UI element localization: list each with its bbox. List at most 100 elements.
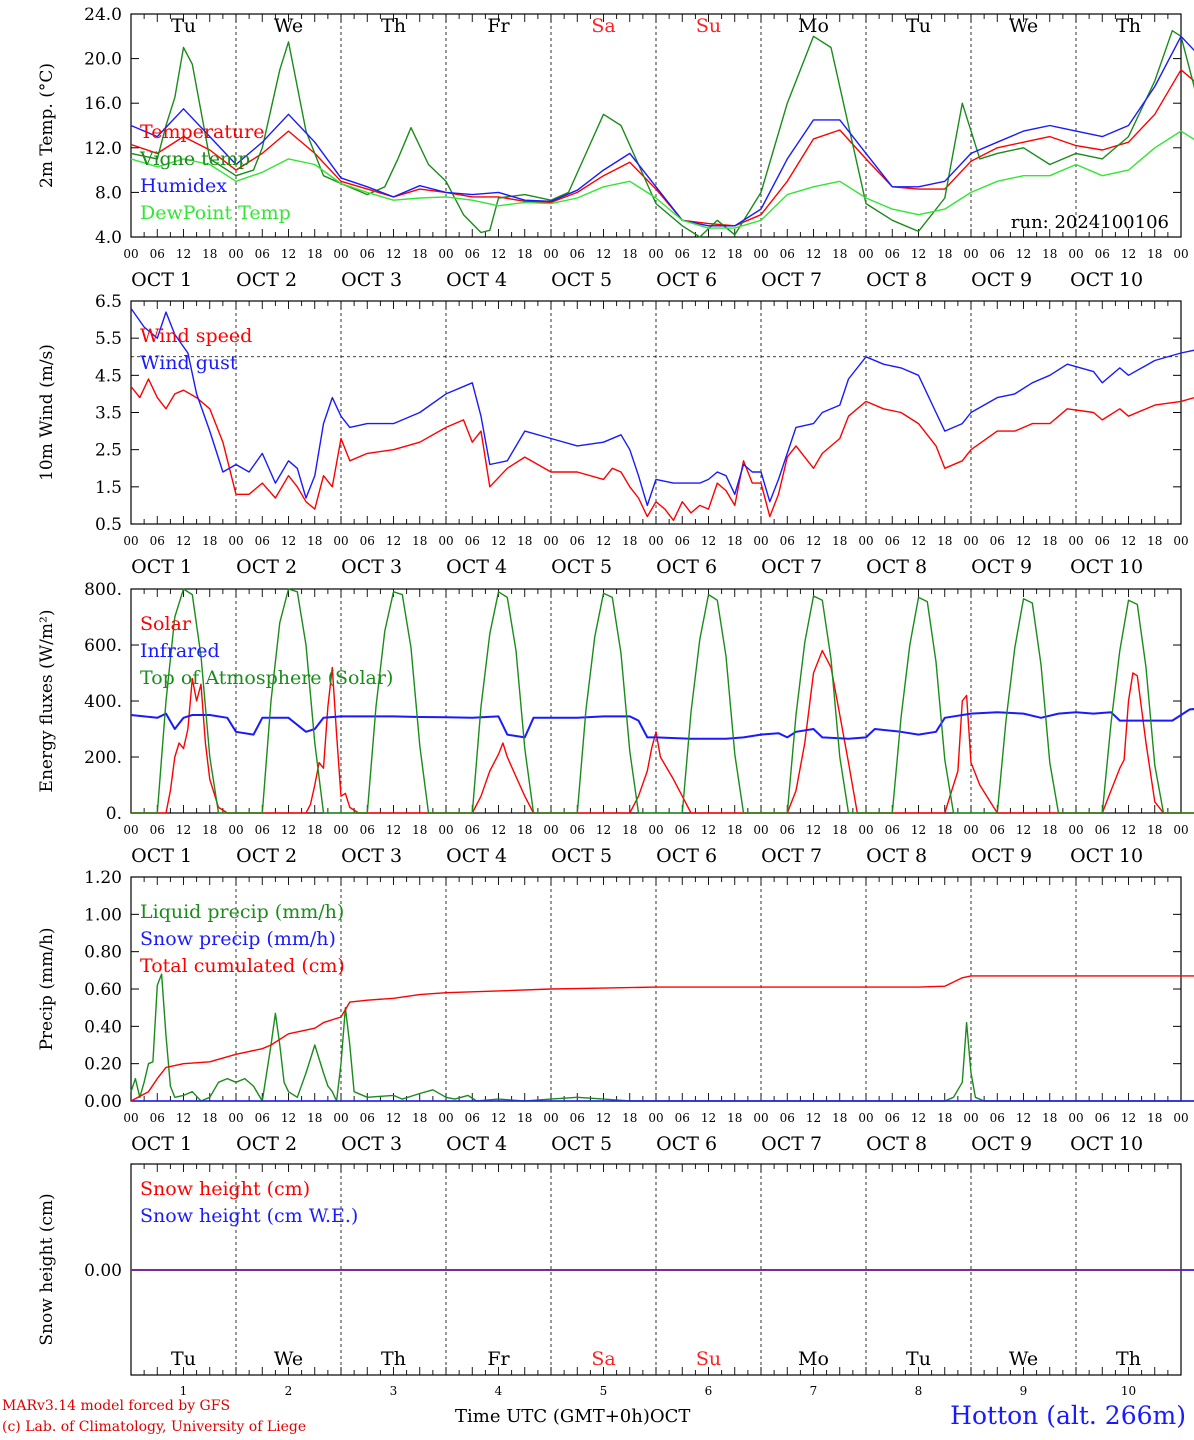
wind-hour-label: 18 (622, 534, 637, 548)
temperature-hour-label: 06 (1095, 247, 1110, 261)
wind-ytick-label: 5.5 (95, 329, 122, 349)
day-number-label: 6 (705, 1384, 713, 1398)
energy-hour-label: 06 (360, 823, 375, 837)
temperature-legend-entry: DewPoint Temp (140, 202, 291, 224)
temperature-hour-label: 18 (307, 247, 322, 261)
energy-hour-label: 12 (596, 823, 611, 837)
energy-hour-label: 00 (1173, 823, 1188, 837)
wind-hour-label: 12 (281, 534, 296, 548)
energy-date-label: OCT 9 (971, 845, 1032, 867)
energy-date-label: OCT 7 (761, 845, 822, 867)
wind-series-line (130, 378, 1194, 521)
precip-date-label: OCT 7 (761, 1133, 822, 1155)
precip-ytick-label: 0.00 (84, 1092, 122, 1112)
temperature-date-label: OCT 9 (971, 269, 1032, 291)
lab-credit-line: (c) Lab. of Climatology, University of L… (2, 1419, 307, 1435)
weekday-label: Mo (798, 15, 829, 37)
precip-date-label: OCT 5 (551, 1133, 612, 1155)
energy-ytick-label: 0. (106, 804, 122, 824)
temperature-ytick-label: 24.0 (84, 5, 122, 25)
wind-hour-label: 00 (1068, 534, 1083, 548)
weekday-label: We (274, 15, 303, 37)
wind-hour-label: 12 (491, 534, 506, 548)
wind-hour-label: 00 (438, 534, 453, 548)
temperature-hour-label: 06 (465, 247, 480, 261)
precip-date-label: OCT 8 (866, 1133, 927, 1155)
wind-date-label: OCT 8 (866, 556, 927, 578)
temperature-hour-label: 18 (832, 247, 847, 261)
wind-ytick-label: 2.5 (95, 441, 122, 461)
wind-hour-label: 00 (858, 534, 873, 548)
temperature-hour-label: 06 (885, 247, 900, 261)
weekday-label-bottom: Mo (798, 1348, 829, 1370)
month-label: OCT (649, 1406, 691, 1427)
energy-hour-label: 06 (885, 823, 900, 837)
weekday-label: Tu (906, 15, 931, 37)
energy-ytick-label: 800. (84, 580, 122, 600)
wind-hour-label: 00 (228, 534, 243, 548)
wind-date-label: OCT 2 (236, 556, 297, 578)
temperature-hour-label: 18 (1147, 247, 1162, 261)
wind-hour-label: 00 (123, 534, 138, 548)
wind-panel: 0.5 1.5 2.5 3.5 4.5 5.5 6.5 10m Wind (m/s) Wind … (37, 292, 1194, 578)
wind-ytick-label: 6.5 (95, 292, 122, 312)
wind-hour-label: 18 (832, 534, 847, 548)
temperature-ytick-label: 12.0 (84, 139, 122, 159)
energy-hour-label: 18 (727, 823, 742, 837)
day-number-label: 8 (915, 1384, 923, 1398)
precip-ytick-label: 0.80 (84, 943, 122, 963)
precip-hour-label: 18 (727, 1111, 742, 1125)
energy-hour-label: 06 (675, 823, 690, 837)
temperature-date-label: OCT 4 (446, 269, 507, 291)
energy-hour-label: 18 (202, 823, 217, 837)
precip-ytick-label: 0.20 (84, 1055, 122, 1075)
wind-hour-label: 18 (727, 534, 742, 548)
precip-legend-entry: Total cumulated (cm) (140, 955, 345, 977)
precip-hour-label: 00 (228, 1111, 243, 1125)
day-number-label: 3 (390, 1384, 398, 1398)
precip-hour-label: 12 (806, 1111, 821, 1125)
energy-hour-label: 00 (228, 823, 243, 837)
temperature-hour-label: 06 (360, 247, 375, 261)
precip-ytick-label: 0.60 (84, 980, 122, 1000)
temperature-hour-label: 12 (386, 247, 401, 261)
wind-hour-label: 06 (150, 534, 165, 548)
energy-hour-label: 06 (990, 823, 1005, 837)
temperature-hour-label: 00 (228, 247, 243, 261)
precip-hour-label: 00 (543, 1111, 558, 1125)
precip-hour-label: 12 (596, 1111, 611, 1125)
precip-hour-label: 06 (465, 1111, 480, 1125)
precip-hour-label: 00 (1173, 1111, 1188, 1125)
energy-date-label: OCT 5 (551, 845, 612, 867)
wind-hour-label: 06 (675, 534, 690, 548)
snow-ylabel: Snow height (cm) (37, 1193, 57, 1345)
precip-hour-label: 18 (412, 1111, 427, 1125)
precip-hour-label: 12 (701, 1111, 716, 1125)
weekday-label-bottom: Th (381, 1348, 406, 1370)
precip-series-line (130, 973, 1194, 1102)
time-axis-label: Time UTC (GMT+0h) (455, 1406, 650, 1427)
wind-hour-label: 00 (333, 534, 348, 548)
energy-date-label: OCT 10 (1070, 845, 1143, 867)
temperature-ytick-label: 20.0 (84, 50, 122, 70)
wind-date-label: OCT 9 (971, 556, 1032, 578)
snow-legend-entry: Snow height (cm) (140, 1178, 310, 1200)
temperature-hour-label: 06 (990, 247, 1005, 261)
wind-date-label: OCT 6 (656, 556, 717, 578)
precip-hour-label: 00 (1068, 1111, 1083, 1125)
energy-hour-label: 18 (937, 823, 952, 837)
wind-hour-label: 18 (202, 534, 217, 548)
energy-legend-entry: Solar (140, 613, 192, 635)
energy-hour-label: 18 (832, 823, 847, 837)
wind-legend-entry: Wind gust (140, 352, 238, 374)
energy-ytick-label: 400. (84, 692, 122, 712)
wind-date-label: OCT 3 (341, 556, 402, 578)
precip-legend-entry: Liquid precip (mm/h) (140, 901, 344, 923)
temperature-hour-label: 18 (412, 247, 427, 261)
temperature-hour-label: 18 (517, 247, 532, 261)
precip-hour-label: 06 (990, 1111, 1005, 1125)
temperature-hour-label: 00 (753, 247, 768, 261)
temperature-series-line (130, 35, 1194, 227)
snow-ytick-label: 0.00 (84, 1261, 122, 1281)
precip-hour-label: 18 (1042, 1111, 1057, 1125)
